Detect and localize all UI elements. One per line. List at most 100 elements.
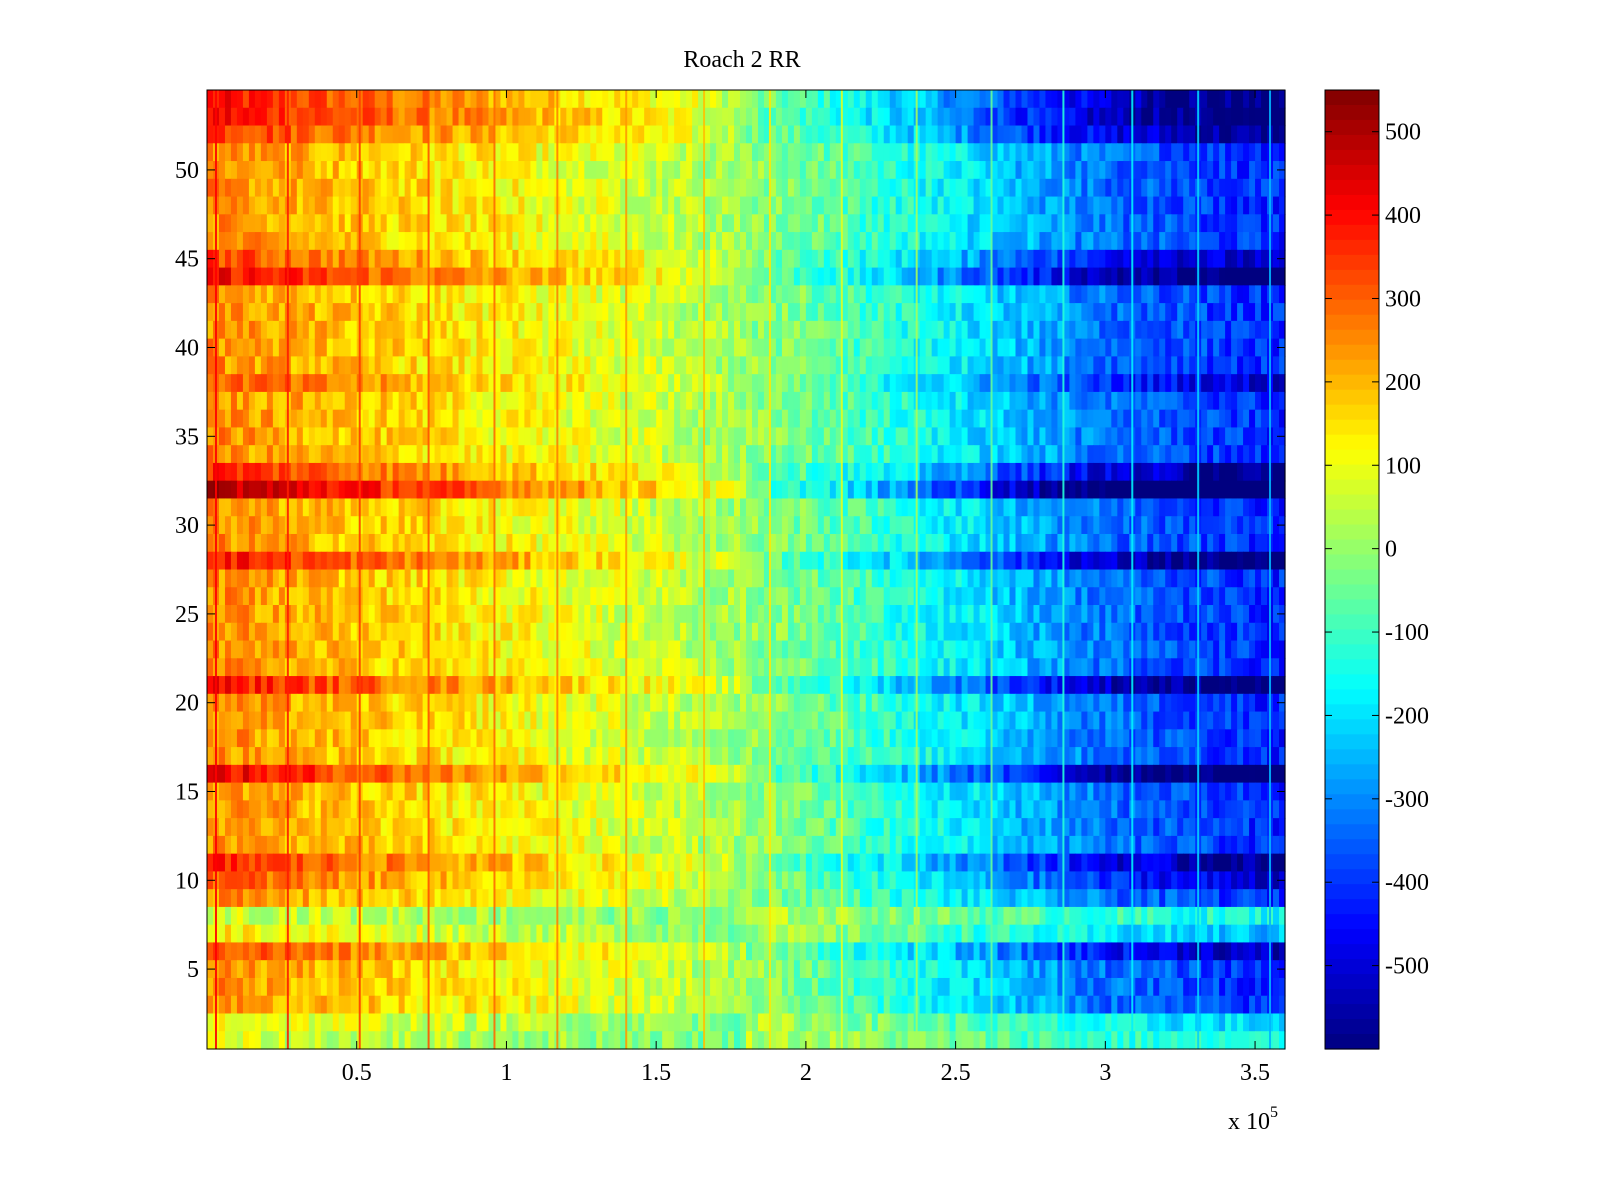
heatmap-cell — [722, 533, 729, 553]
heatmap-cell — [680, 196, 687, 215]
heatmap-cell — [1057, 409, 1065, 429]
heatmap-cell — [1183, 356, 1190, 375]
heatmap-cell — [1189, 161, 1196, 180]
heatmap-cell — [686, 303, 693, 322]
heatmap-cell — [278, 232, 286, 251]
heatmap-cell — [650, 267, 657, 286]
heatmap-cell — [656, 107, 663, 127]
heatmap-cell — [668, 374, 675, 393]
heatmap-cell — [1015, 445, 1023, 464]
heatmap-cell — [674, 533, 681, 553]
heatmap-cell — [1213, 498, 1220, 517]
heatmap-cell — [686, 178, 693, 198]
heatmap-cell — [1279, 391, 1286, 411]
heatmap-cell — [644, 178, 651, 198]
heatmap-cell — [207, 409, 214, 429]
heatmap-cell — [458, 409, 466, 429]
heatmap-cell — [728, 178, 735, 198]
heatmap-cell — [961, 356, 969, 375]
heatmap-cell — [811, 196, 819, 215]
heatmap-cell — [404, 267, 412, 286]
heatmap-cell — [368, 445, 376, 464]
heatmap-cell — [578, 462, 585, 482]
heatmap-cell — [440, 161, 448, 180]
heatmap-cell — [464, 356, 472, 375]
heatmap-cell — [728, 338, 735, 357]
heatmap-cell — [877, 320, 885, 340]
heatmap-cell — [698, 125, 705, 144]
heatmap-cell — [961, 214, 969, 233]
heatmap-cell — [955, 569, 963, 588]
heatmap-cell — [626, 232, 633, 251]
heatmap-cell — [422, 391, 430, 411]
heatmap-cell — [410, 285, 418, 304]
heatmap-cell — [853, 338, 861, 357]
heatmap-cell — [464, 143, 472, 162]
heatmap-cell — [302, 303, 310, 322]
heatmap-cell — [410, 480, 418, 500]
heatmap-cell — [362, 285, 370, 304]
heatmap-cell — [925, 161, 933, 180]
heatmap-cell — [716, 320, 723, 340]
heatmap-cell — [829, 338, 837, 357]
heatmap-cell — [979, 391, 987, 411]
heatmap-cell — [620, 551, 627, 571]
heatmap-cell — [692, 232, 699, 251]
heatmap-cell — [1087, 391, 1094, 411]
heatmap-cell — [320, 232, 328, 251]
heatmap-cell — [590, 533, 597, 553]
heatmap-cell — [1159, 374, 1166, 393]
heatmap-cell — [787, 320, 795, 340]
heatmap-cell — [853, 551, 861, 571]
heatmap-cell — [662, 196, 669, 215]
heatmap-cell — [446, 356, 454, 375]
heatmap-cell — [536, 445, 543, 464]
heatmap-cell — [1027, 232, 1035, 251]
heatmap-cell — [386, 409, 394, 429]
heatmap-cell — [218, 374, 226, 393]
heatmap-cell — [1147, 374, 1154, 393]
heatmap-cell — [1075, 480, 1082, 500]
heatmap-cell — [512, 214, 520, 233]
heatmap-cell — [1111, 445, 1118, 464]
heatmap-cell — [404, 533, 412, 553]
heatmap-cell — [787, 445, 795, 464]
heatmap-cell — [1237, 303, 1244, 322]
heatmap-cell — [757, 125, 765, 144]
heatmap-cell — [1081, 551, 1088, 571]
heatmap-cell — [614, 551, 621, 571]
heatmap-cell — [949, 107, 957, 127]
heatmap-cell — [290, 480, 298, 500]
heatmap-cell — [1159, 143, 1166, 162]
heatmap-cell — [1063, 320, 1070, 340]
heatmap-cell — [853, 356, 861, 375]
heatmap-cell — [272, 338, 280, 357]
heatmap-cell — [1105, 143, 1112, 162]
heatmap-cell — [500, 445, 508, 464]
heatmap-cell — [865, 409, 873, 429]
heatmap-cell — [740, 285, 747, 304]
heatmap-cell — [1087, 249, 1094, 269]
heatmap-cell — [314, 374, 322, 393]
heatmap-cell — [949, 232, 957, 251]
heatmap-cell — [1213, 516, 1220, 535]
heatmap-cell — [961, 196, 969, 215]
heatmap-cell — [326, 214, 334, 233]
heatmap-cell — [704, 569, 711, 588]
heatmap-cell — [374, 196, 382, 215]
heatmap-cell — [1093, 267, 1100, 286]
heatmap-cell — [602, 498, 609, 517]
heatmap-cell — [1135, 249, 1142, 269]
heatmap-cell — [751, 356, 759, 375]
heatmap-cell — [680, 569, 687, 588]
heatmap-cell — [1075, 409, 1082, 429]
heatmap-cell — [374, 178, 382, 198]
heatmap-cell — [398, 125, 406, 144]
heatmap-cell — [1135, 480, 1142, 500]
heatmap-cell — [985, 409, 993, 429]
heatmap-cell — [560, 196, 567, 215]
heatmap-cell — [943, 303, 951, 322]
heatmap-cell — [248, 356, 256, 375]
heatmap-cell — [602, 196, 609, 215]
heatmap-cell — [751, 161, 759, 180]
